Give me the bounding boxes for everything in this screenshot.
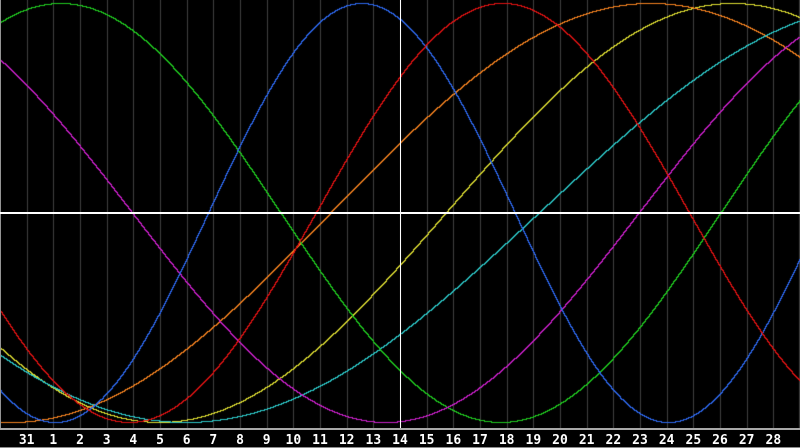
x-axis-day-label-1: 1 — [49, 433, 58, 448]
x-axis-day-label-10: 10 — [285, 433, 302, 448]
x-axis-day-label-24: 24 — [658, 433, 675, 448]
x-axis-day-label-4: 4 — [129, 433, 138, 448]
x-axis-day-label-31: 31 — [18, 433, 35, 448]
x-axis-day-label-2: 2 — [76, 433, 84, 448]
x-axis-day-label-11: 11 — [312, 433, 328, 448]
x-axis-day-label-12: 12 — [338, 433, 355, 448]
left-border-line — [0, 0, 1, 428]
x-axis-day-label-3: 3 — [102, 433, 111, 448]
x-axis-day-label-6: 6 — [182, 433, 191, 448]
today-marker-line — [400, 0, 401, 428]
x-axis-day-label-21: 21 — [578, 433, 595, 448]
x-axis-day-label-22: 22 — [605, 433, 622, 448]
x-axis-day-label-5: 5 — [156, 433, 164, 448]
x-axis-day-label-15: 15 — [418, 433, 435, 448]
x-axis-day-label-27: 27 — [738, 433, 755, 448]
x-axis-day-label-23: 23 — [632, 433, 648, 448]
x-axis-day-label-8: 8 — [236, 433, 244, 448]
x-axis-day-label-9: 9 — [262, 433, 271, 448]
x-axis-day-label-20: 20 — [552, 433, 568, 448]
x-axis: 31 1 2 3 4 5 6 7 8 9 10 11 12 13 14 15 16 17 18 19 20 21 22 23 2… — [0, 433, 800, 448]
x-axis-day-label-18: 18 — [498, 433, 515, 448]
x-axis-day-label-16: 16 — [445, 433, 462, 448]
x-axis-day-label-25: 25 — [685, 433, 702, 448]
x-axis-day-label-26: 26 — [712, 433, 728, 448]
x-axis-day-label-28: 28 — [765, 433, 782, 448]
x-axis-day-label-7: 7 — [209, 433, 218, 448]
x-axis-day-label-17: 17 — [472, 433, 488, 448]
x-axis-day-label-19: 19 — [525, 433, 542, 448]
x-axis-day-label-14: 14 — [392, 433, 408, 448]
axis-separator-line — [0, 428, 800, 430]
x-axis-day-label-13: 13 — [365, 433, 382, 448]
